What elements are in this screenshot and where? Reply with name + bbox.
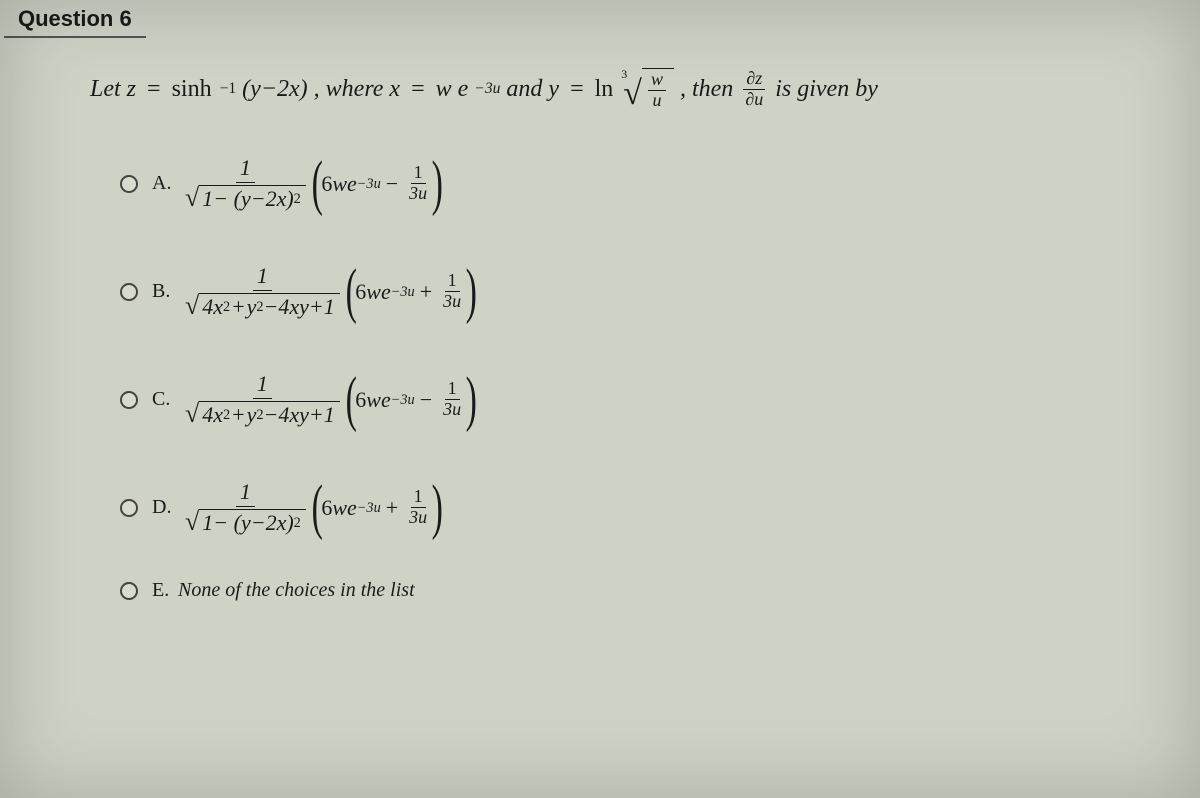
option-e[interactable]: E. None of the choices in the list <box>120 571 1140 611</box>
label-c: C. <box>152 388 178 411</box>
d-num: 1 <box>236 479 255 506</box>
stem-dzdu: ∂z ∂u <box>742 69 766 110</box>
frac-w: w <box>648 70 666 91</box>
c-sign: − <box>420 387 432 413</box>
math-c: 1 √ 4x2+y2−4xy+1 ( 6we−3u − <box>178 371 476 427</box>
a-we: we <box>332 171 356 197</box>
frac-u: u <box>649 91 664 111</box>
d-den-expr: 1− (y−2x) <box>202 511 293 535</box>
c-six: 6 <box>355 387 366 413</box>
label-d: D. <box>152 496 178 519</box>
surd-icon: √ <box>185 509 199 535</box>
stem-sinh: sinh <box>172 73 212 107</box>
stem-eq1: = <box>147 73 161 107</box>
a-six: 6 <box>321 171 332 197</box>
a-rden: 3u <box>406 184 430 204</box>
label-a: A. <box>152 172 178 195</box>
stem-then: , then <box>680 73 733 107</box>
d-sign: + <box>386 495 398 521</box>
stem-given: is given by <box>775 73 878 107</box>
stem-eq2: = <box>411 73 425 107</box>
option-a[interactable]: A. 1 √ 1− (y−2x)2 ( <box>120 139 1140 229</box>
surd-icon: √ <box>185 293 199 319</box>
a-den-expr: 1− (y−2x) <box>202 187 293 211</box>
d-we: we <box>332 495 356 521</box>
options-list: A. 1 √ 1− (y−2x)2 ( <box>90 139 1140 611</box>
question-stem: Let z = sinh−1 (y−2x) , where x = w e−3u… <box>90 68 1140 111</box>
d-six: 6 <box>321 495 332 521</box>
b-y: y <box>247 295 257 319</box>
text-e: None of the choices in the list <box>178 579 415 602</box>
c-y: y <box>247 403 257 427</box>
b-plus: + <box>232 295 244 319</box>
c-we: we <box>366 387 390 413</box>
c-num: 1 <box>253 371 272 398</box>
stem-where: , where <box>314 73 384 107</box>
c-rest: −4xy+1 <box>264 403 335 427</box>
stem-ln: ln <box>595 73 614 107</box>
b-sign: + <box>420 279 432 305</box>
radio-a[interactable] <box>120 175 138 193</box>
d-rnum: 1 <box>411 487 426 508</box>
math-a: 1 √ 1− (y−2x)2 ( 6we−3u − <box>178 155 442 211</box>
stem-frac-wu: w u <box>648 70 666 111</box>
c-plus: + <box>232 403 244 427</box>
option-c[interactable]: C. 1 √ 4x2+y2−4xy+1 ( <box>120 355 1140 445</box>
a-num: 1 <box>236 155 255 182</box>
surd-icon: √ <box>185 185 199 211</box>
stem-and: and <box>506 73 542 107</box>
c-rnum: 1 <box>445 379 460 400</box>
c-rden: 3u <box>440 400 464 420</box>
stem-we: w e <box>436 73 469 107</box>
stem-x: x <box>389 73 400 107</box>
b-we: we <box>366 279 390 305</box>
b-rnum: 1 <box>445 271 460 292</box>
b-six: 6 <box>355 279 366 305</box>
math-b: 1 √ 4x2+y2−4xy+1 ( 6we−3u + <box>178 263 476 319</box>
option-d[interactable]: D. 1 √ 1− (y−2x)2 ( <box>120 463 1140 553</box>
c-4x: 4x <box>202 403 223 427</box>
question-header: Question 6 <box>4 0 146 38</box>
b-rest: −4xy+1 <box>264 295 335 319</box>
stem-y: y <box>548 73 559 107</box>
a-sign: − <box>386 171 398 197</box>
root-index: 3 <box>621 66 627 83</box>
label-b: B. <box>152 280 178 303</box>
math-d: 1 √ 1− (y−2x)2 ( 6we−3u + <box>178 479 442 535</box>
stem-let: Let <box>90 73 121 107</box>
a-rnum: 1 <box>411 163 426 184</box>
stem-z: z <box>127 73 136 107</box>
radio-e[interactable] <box>120 582 138 600</box>
question-content: Let z = sinh−1 (y−2x) , where x = w e−3u… <box>0 58 1200 639</box>
d-rden: 3u <box>406 508 430 528</box>
surd-icon: √ <box>185 401 199 427</box>
label-e: E. <box>152 579 178 602</box>
radio-b[interactable] <box>120 283 138 301</box>
option-b[interactable]: B. 1 √ 4x2+y2−4xy+1 ( <box>120 247 1140 337</box>
dz: ∂z <box>743 69 765 90</box>
stem-cbrt: 3 √ w u <box>621 68 674 111</box>
stem-arg: (y−2x) <box>242 73 307 107</box>
stem-eq3: = <box>570 73 584 107</box>
radio-c[interactable] <box>120 391 138 409</box>
b-4x: 4x <box>202 295 223 319</box>
b-rden: 3u <box>440 292 464 312</box>
b-num: 1 <box>253 263 272 290</box>
radio-d[interactable] <box>120 499 138 517</box>
du: ∂u <box>742 90 766 110</box>
